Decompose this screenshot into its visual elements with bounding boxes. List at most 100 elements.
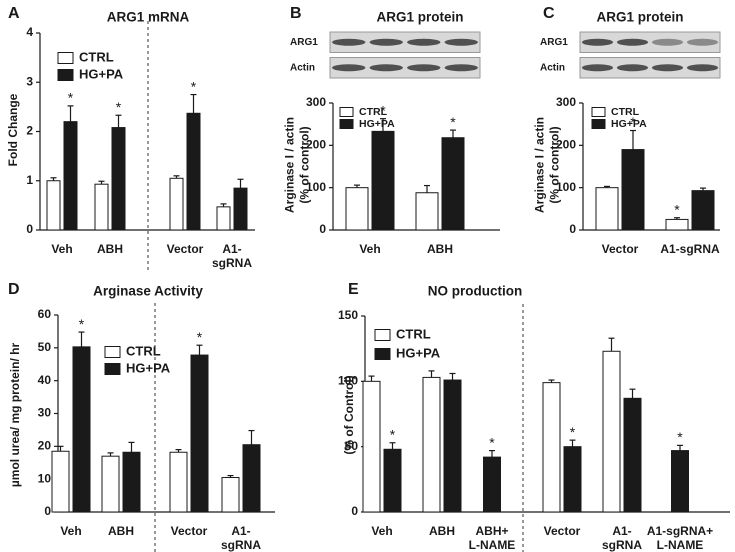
significance-marker: * [390, 426, 396, 442]
bar [621, 149, 645, 231]
x-tick-label: ABH+ L-NAME [469, 524, 516, 552]
chart-title: Arginase Activity [93, 284, 203, 299]
significance-marker: * [116, 99, 122, 115]
y-axis-label-line: Fold Change [6, 93, 20, 166]
y-axis-label-line: (% of control) [548, 126, 562, 203]
bar [383, 448, 402, 513]
bar [542, 382, 561, 513]
error-bar [98, 180, 105, 185]
blot-band [444, 64, 478, 72]
legend-swatch [339, 107, 354, 117]
y-axis-label: (% of Control) [342, 375, 356, 454]
y-axis-label-line: Arginase I / actin [283, 117, 297, 213]
blot-label: ARG1 [540, 37, 568, 48]
legend-swatch [339, 119, 354, 129]
legend-label: CTRL [79, 49, 114, 64]
x-tick-label: A1-sgRNA [212, 242, 252, 270]
legend-swatch [591, 107, 606, 117]
y-axis-label-line: µmol urea/ mg protein/ hr [8, 343, 22, 488]
y-tick-label: 40 [38, 373, 52, 387]
y-axis-label: Arginase I / actin(% of control) [283, 117, 312, 213]
y-tick-label: 2 [26, 124, 33, 138]
significance-marker: * [191, 78, 197, 94]
bar [111, 127, 126, 231]
y-tick-label: 30 [38, 406, 52, 420]
bar [563, 446, 582, 513]
legend-label: HG+PA [359, 118, 395, 130]
y-tick-label: 0 [351, 504, 358, 518]
significance-marker: * [630, 114, 636, 130]
blot-strip [579, 57, 721, 79]
y-axis-label-line: Arginase I / actin [533, 117, 547, 213]
x-tick-label-line: A1- [231, 524, 250, 538]
bar [221, 477, 240, 513]
legend-swatch [104, 363, 121, 375]
y-tick-label: 200 [556, 138, 576, 152]
bar [441, 137, 465, 231]
y-tick-label: 20 [38, 439, 52, 453]
error-bar [237, 178, 244, 189]
y-tick-label: 0 [44, 504, 51, 518]
bar [671, 450, 689, 513]
y-axis-label: µmol urea/ mg protein/ hr [8, 343, 22, 488]
bar [101, 455, 120, 513]
error-bar [449, 372, 456, 381]
bar [94, 183, 109, 231]
bar [51, 450, 70, 513]
legend-label: HG+PA [396, 345, 441, 360]
legend-swatch [57, 52, 74, 64]
blot-band [651, 64, 684, 72]
x-tick-label-line: A1- [222, 242, 241, 256]
x-tick-label-line: sgRNA [212, 256, 252, 270]
error-bar [50, 177, 57, 181]
error-bar [389, 442, 396, 450]
x-tick-label: A1-sgRNA [602, 524, 642, 552]
x-tick-label: ABH [427, 242, 453, 256]
blot-band [369, 38, 403, 46]
bar [483, 456, 501, 513]
bar [242, 444, 261, 513]
error-bar [248, 429, 255, 445]
error-bar [548, 379, 555, 383]
y-tick-label: 0 [569, 222, 576, 236]
error-bar [175, 449, 182, 453]
y-axis-label: Fold Change [6, 93, 20, 166]
x-tick-label: Vector [544, 524, 581, 538]
y-tick-label: 50 [38, 340, 52, 354]
significance-marker: * [197, 329, 203, 345]
y-tick-label: 300 [306, 95, 326, 109]
blot-band [616, 64, 649, 72]
x-tick-label: Veh [51, 242, 72, 256]
panel-letter: C [543, 5, 555, 22]
x-tick-label-line: L-NAME [657, 538, 704, 552]
y-axis-label-line: (% of Control) [342, 375, 356, 454]
error-bar [220, 203, 227, 207]
error-bar [67, 105, 74, 122]
legend-swatch [374, 329, 391, 341]
bar [345, 187, 369, 231]
blot-band [686, 64, 719, 72]
bar [415, 192, 439, 231]
error-bar [368, 375, 375, 382]
bar [72, 346, 91, 513]
bar [602, 350, 621, 513]
bar [46, 180, 61, 231]
bar [443, 379, 462, 513]
blot-band [444, 38, 478, 46]
legend-label: HG+PA [79, 66, 124, 81]
blot-label: Actin [290, 62, 315, 73]
x-tick-label: Veh [359, 242, 380, 256]
y-axis-label: Arginase I / actin(% of control) [533, 117, 562, 213]
x-tick-label-line: sgRNA [221, 538, 261, 552]
y-tick-label: 100 [556, 180, 576, 194]
error-bar [424, 184, 430, 193]
error-bar [428, 370, 435, 378]
y-tick-label: 60 [38, 307, 52, 321]
bar [122, 451, 141, 513]
x-tick-label: Vector [171, 524, 208, 538]
legend-label: CTRL [359, 106, 388, 118]
x-tick-label-line: sgRNA [602, 538, 642, 552]
significance-marker: * [677, 429, 683, 445]
legend-label: CTRL [126, 343, 161, 358]
